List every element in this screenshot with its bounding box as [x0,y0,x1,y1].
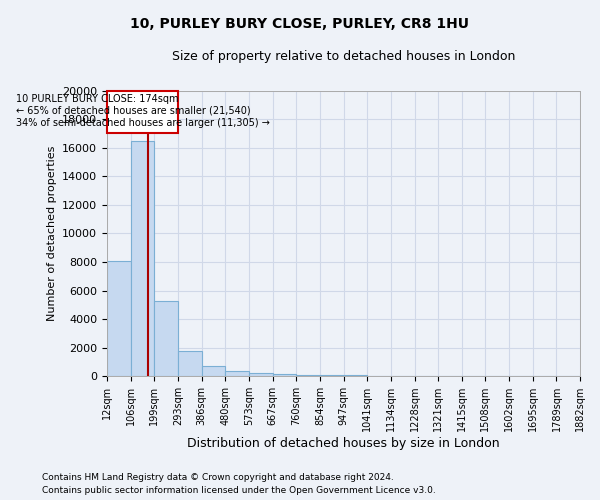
Text: Contains public sector information licensed under the Open Government Licence v3: Contains public sector information licen… [42,486,436,495]
Bar [178,350,202,376]
Bar [296,375,320,376]
Title: Size of property relative to detached houses in London: Size of property relative to detached ho… [172,50,515,63]
Bar [131,140,154,376]
Text: 10, PURLEY BURY CLOSE, PURLEY, CR8 1HU: 10, PURLEY BURY CLOSE, PURLEY, CR8 1HU [131,18,470,32]
Bar [320,375,344,376]
Text: Contains HM Land Registry data © Crown copyright and database right 2024.: Contains HM Land Registry data © Crown c… [42,474,394,482]
X-axis label: Distribution of detached houses by size in London: Distribution of detached houses by size … [187,437,500,450]
Bar [226,371,249,376]
Bar [272,374,296,376]
FancyBboxPatch shape [107,92,178,134]
Bar [249,372,272,376]
Y-axis label: Number of detached properties: Number of detached properties [47,146,56,321]
Bar [202,366,226,376]
Bar [107,260,131,376]
Text: 10 PURLEY BURY CLOSE: 174sqm
← 65% of detached houses are smaller (21,540)
34% o: 10 PURLEY BURY CLOSE: 174sqm ← 65% of de… [16,94,269,128]
Bar [154,300,178,376]
